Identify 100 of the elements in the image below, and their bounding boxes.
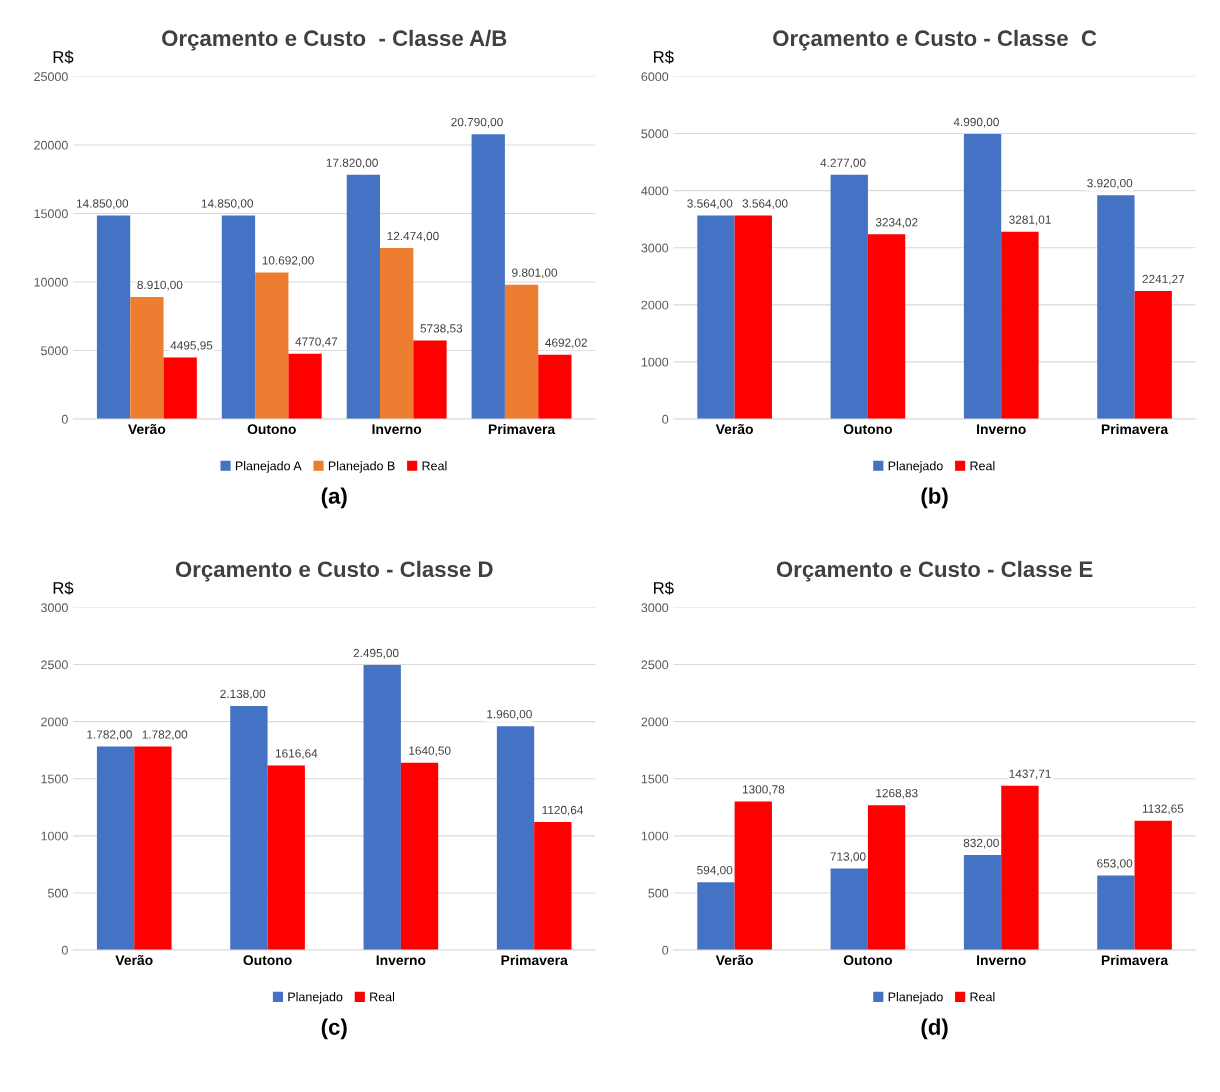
bar (413, 340, 447, 420)
data-label: 1437,71 (1009, 769, 1051, 780)
legend-label: Planejado B (328, 461, 395, 473)
bar (697, 215, 735, 420)
data-label: 713,00 (830, 852, 866, 863)
y-tick-label: 10000 (34, 277, 68, 287)
bar (963, 855, 1002, 951)
y-tick-label: 1500 (41, 774, 68, 784)
x-tick-label: Inverno (376, 955, 426, 966)
bar (963, 134, 1002, 420)
bar (400, 762, 439, 951)
data-label: 17.820,00 (326, 158, 378, 169)
text: (b) (921, 487, 948, 509)
bar (255, 272, 289, 420)
x-tick-label: Outono (843, 955, 893, 966)
legend-label: Real (970, 461, 995, 471)
y-tick-label: 0 (61, 414, 68, 424)
y-tick-label: 500 (648, 888, 669, 898)
bar (1097, 195, 1135, 420)
bar (380, 248, 414, 420)
bar (96, 215, 131, 420)
data-label: 1.782,00 (87, 730, 132, 741)
y-tick-label: 15000 (34, 209, 68, 219)
y-tick-label: 5000 (641, 129, 669, 139)
y-tick-label: 2500 (41, 660, 68, 670)
chart-title: Orçamento e Custo - Classe C (773, 29, 1097, 51)
data-label: 832,00 (963, 838, 999, 849)
text: (d) (921, 1018, 948, 1040)
bar (221, 215, 256, 420)
legend-label: Real (370, 992, 395, 1002)
x-tick-label: Primavera (1101, 423, 1169, 435)
chart-title: Orçamento e Custo - Classe D (175, 560, 493, 582)
bar (96, 746, 135, 951)
data-label: 4.990,00 (953, 117, 999, 128)
legend-label: Real (422, 461, 447, 471)
data-label: 10.692,00 (262, 256, 314, 267)
data-label: 14.850,00 (201, 199, 253, 210)
x-tick-label: Verão (715, 954, 753, 966)
legend-label: Real (970, 992, 995, 1002)
y-tick-label: 1000 (641, 357, 669, 367)
data-label: 1120,64 (542, 805, 584, 816)
bar (134, 746, 172, 951)
y-axis-title: R$ (53, 50, 74, 64)
y-tick-label: 1000 (41, 831, 68, 841)
data-label: 5738,53 (420, 324, 463, 334)
bar (830, 868, 868, 951)
y-tick-label: 4000 (641, 186, 669, 196)
data-label: 3281,01 (1009, 215, 1051, 226)
bar (496, 726, 535, 951)
data-label: 594,00 (697, 865, 733, 876)
data-label: 1300,78 (742, 785, 785, 795)
y-tick-label: 1000 (641, 831, 669, 841)
y-tick-label: 3000 (41, 603, 68, 613)
bar (867, 805, 906, 951)
x-tick-label: Primavera (501, 954, 568, 966)
bar (734, 801, 772, 951)
y-tick-label: 2000 (41, 717, 68, 727)
data-label: 2241,27 (1142, 274, 1185, 285)
data-label: 3.920,00 (1087, 178, 1133, 189)
bar (830, 174, 868, 420)
data-label: 12.474,00 (387, 231, 439, 242)
x-tick-label: Inverno (372, 424, 422, 435)
data-label: 9.801,00 (512, 268, 558, 279)
legend-label: Planejado (888, 992, 943, 1004)
text: (c) (321, 1018, 347, 1040)
legend-label: Planejado A (235, 461, 302, 473)
data-label: 14.850,00 (76, 199, 129, 210)
bar (471, 134, 505, 420)
y-tick-label: 20000 (34, 140, 68, 150)
y-tick-label: 2000 (641, 717, 669, 727)
y-tick-label: 25000 (34, 72, 68, 82)
y-tick-label: 6000 (641, 72, 669, 82)
y-tick-label: 3000 (641, 243, 669, 253)
data-label: 653,00 (1097, 859, 1133, 869)
x-tick-label: Verão (715, 423, 753, 435)
data-label: 1.782,00 (142, 730, 188, 741)
text: (a) (321, 487, 347, 509)
x-tick-label: Inverno (977, 424, 1026, 435)
bar (1097, 875, 1135, 951)
data-label: 1268,83 (876, 788, 918, 799)
data-label: 8.910,00 (137, 280, 183, 291)
y-tick-label: 0 (61, 945, 68, 955)
y-tick-label: 3000 (641, 603, 669, 613)
data-label: 20.790,00 (451, 117, 503, 128)
bar (1001, 785, 1039, 951)
y-axis-title: R$ (654, 581, 674, 595)
chart-title: Orçamento e Custo - Classe E (776, 560, 1093, 582)
bar (534, 822, 572, 951)
y-tick-label: 5000 (41, 346, 68, 356)
data-label: 1640,50 (409, 746, 451, 757)
y-tick-label: 0 (662, 414, 669, 424)
data-label: 3.564,00 (687, 199, 733, 210)
x-tick-label: Verão (115, 954, 153, 966)
bar (130, 296, 164, 420)
data-label: 4770,47 (295, 337, 338, 348)
legend-label: Planejado (888, 461, 943, 473)
y-axis-title: R$ (53, 581, 74, 595)
y-tick-label: 0 (662, 945, 669, 955)
bar (1001, 231, 1039, 420)
x-tick-label: Primavera (1101, 954, 1169, 966)
